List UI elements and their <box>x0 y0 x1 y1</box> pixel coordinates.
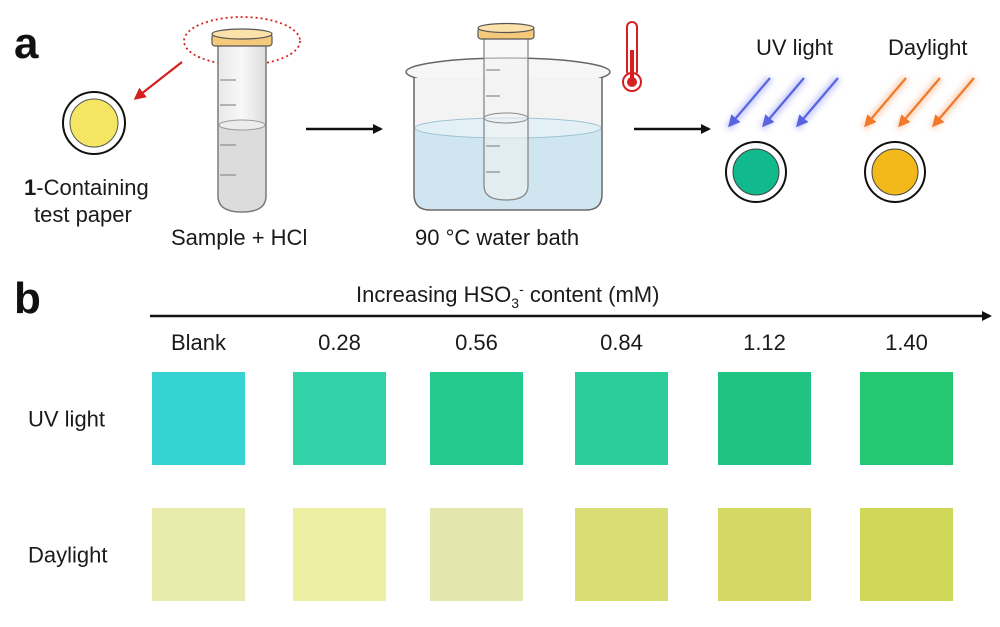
uv-light-label: UV light <box>756 35 833 60</box>
swatch-sheen <box>430 508 523 601</box>
column-label: 1.12 <box>743 330 786 355</box>
paper-caption: 1-Containing <box>24 175 149 200</box>
axis-title-superscript: - <box>519 281 524 297</box>
swatch-sheen <box>152 508 245 601</box>
pointer-arrow <box>133 61 183 100</box>
tube-caption: Sample + HCl <box>171 225 307 250</box>
test-paper-swatch <box>860 508 953 601</box>
thermometer-icon <box>622 21 642 92</box>
column-label: 0.56 <box>455 330 498 355</box>
test-paper-swatch <box>575 372 668 465</box>
test-paper-swatch <box>718 372 811 465</box>
paper-caption-line2: test paper <box>34 202 132 227</box>
swatch-sheen <box>430 372 523 465</box>
panel-a-label: a <box>14 19 39 68</box>
axis-title-prefix: Increasing HSO <box>356 282 511 307</box>
panel-b-label: b <box>14 274 41 323</box>
result-daylight-circle <box>864 141 926 203</box>
swatch-sheen <box>860 372 953 465</box>
test-paper-swatch <box>860 372 953 465</box>
daylight-label: Daylight <box>888 35 967 60</box>
test-paper-swatch <box>575 508 668 601</box>
swatch-sheen <box>575 372 668 465</box>
test-paper-swatch <box>430 372 523 465</box>
swatch-sheen <box>575 508 668 601</box>
sample-test-tube <box>183 16 301 213</box>
test-paper-swatch <box>152 372 245 465</box>
swatch-sheen <box>293 508 386 601</box>
row-label: Daylight <box>28 543 107 568</box>
swatch-sheen <box>293 372 386 465</box>
column-label: Blank <box>171 330 227 355</box>
row-label: UV light <box>28 407 105 432</box>
paper-caption-line1: -Containing <box>36 175 149 200</box>
axis-title: Increasing HSO3- content (mM) <box>356 281 659 311</box>
column-label: 1.40 <box>885 330 928 355</box>
test-paper-circle <box>62 91 126 155</box>
uv-light-arrows <box>724 75 842 131</box>
daylight-arrows <box>860 75 978 131</box>
compound-number: 1 <box>24 175 36 200</box>
test-paper-swatch <box>718 508 811 601</box>
test-paper-yellow-disc <box>69 98 119 148</box>
test-paper-swatch <box>430 508 523 601</box>
test-paper-swatch <box>293 372 386 465</box>
axis-title-suffix: content (mM) <box>524 282 660 307</box>
column-label: 0.84 <box>600 330 643 355</box>
result-uv-circle <box>725 141 787 203</box>
test-paper-swatch <box>152 508 245 601</box>
swatch-sheen <box>860 508 953 601</box>
swatch-sheen <box>152 372 245 465</box>
column-label: 0.28 <box>318 330 361 355</box>
test-paper-swatch <box>293 508 386 601</box>
bath-caption: 90 °C water bath <box>415 225 579 250</box>
color-grid: Blank 0.28 0.56 0.84 1.12 1.40 UV light Dayligh… <box>28 330 953 601</box>
water-bath-beaker <box>405 22 611 211</box>
swatch-sheen <box>718 372 811 465</box>
axis-title-subscript: 3 <box>511 295 519 311</box>
swatch-sheen <box>718 508 811 601</box>
